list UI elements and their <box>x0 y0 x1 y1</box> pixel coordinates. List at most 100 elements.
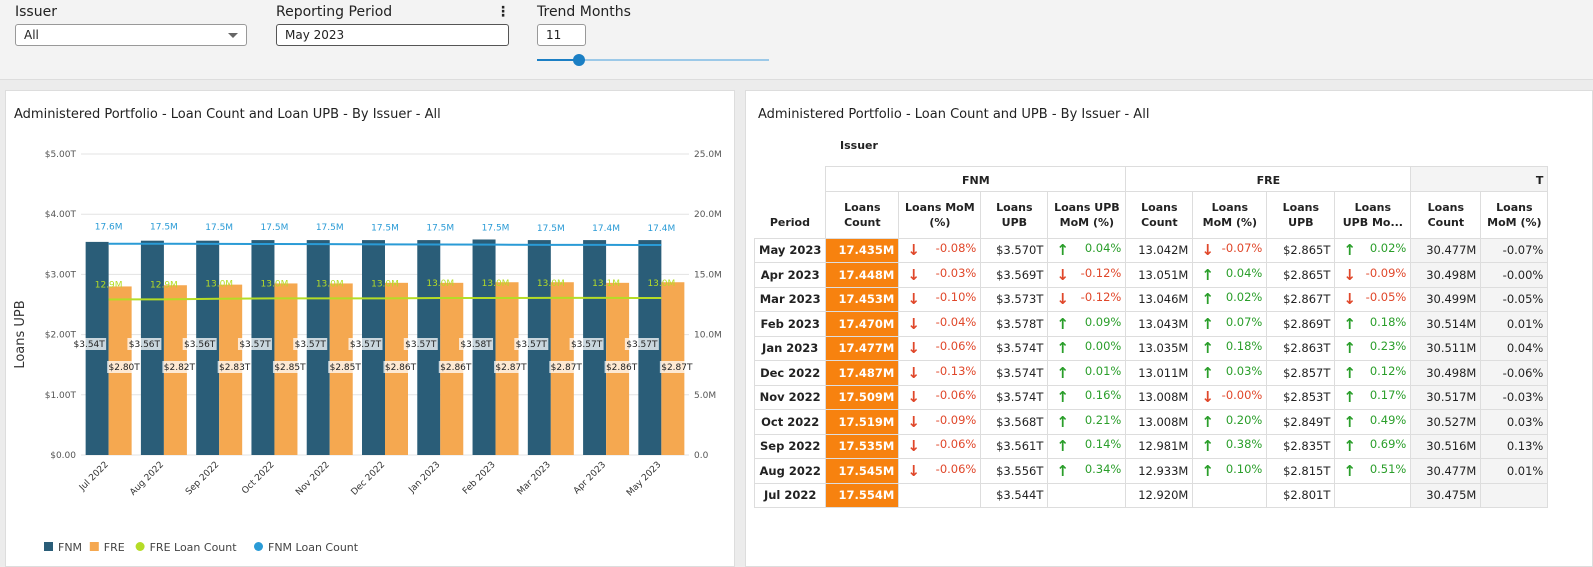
bar-label-bg <box>162 361 197 373</box>
filter-bar: Issuer All Reporting Period ⋮ May 2023 T… <box>0 0 1593 80</box>
value-cell: $3.574T <box>980 360 1049 386</box>
period-input[interactable]: May 2023 <box>276 24 509 46</box>
arrow-up-icon: ↑ <box>1201 363 1214 382</box>
legend-item[interactable]: FRE Loan Count <box>150 541 238 554</box>
period-label: Reporting Period <box>276 4 393 20</box>
column-header[interactable]: Loans Count <box>1125 190 1194 239</box>
line-label: 17.5M <box>371 223 399 233</box>
fnm-count-cell: 17.535M <box>825 433 900 459</box>
y-axis-label: Loans UPB <box>13 300 28 368</box>
value-cell: 30.514M <box>1410 311 1482 337</box>
column-header[interactable]: Loans MoM (%) <box>898 190 982 239</box>
line-label: 17.5M <box>482 224 510 234</box>
line-label: 13.0M <box>426 279 454 289</box>
column-header[interactable]: Loans UPB <box>980 190 1049 239</box>
slider-handle[interactable] <box>573 54 585 66</box>
mom-cell: ↓ -0.09% <box>898 409 982 435</box>
table-title: Administered Portfolio - Loan Count and … <box>758 107 1150 122</box>
fnm-count-cell: 17.519M <box>825 409 900 435</box>
line-fnm-loan-count[interactable] <box>108 242 662 247</box>
mom-cell: ↑ 0.12% <box>1334 360 1412 386</box>
mom-cell: ↑ 0.02% <box>1192 286 1268 312</box>
legend-item[interactable]: FNM <box>58 541 82 554</box>
group-header: T <box>1410 166 1549 192</box>
value-cell: 30.499M <box>1410 286 1482 312</box>
fnm-count-cell: 17.470M <box>825 311 900 337</box>
mom-cell: ↑ 0.17% <box>1334 384 1412 410</box>
value-cell: 13.008M <box>1125 409 1194 435</box>
bar-label-bg <box>237 338 272 350</box>
value-cell: $3.544T <box>980 482 1049 508</box>
arrow-up-icon: ↑ <box>1343 437 1356 456</box>
value-cell: 0.13% <box>1480 433 1549 459</box>
column-header[interactable]: Loans UPB MoM (%) <box>1047 190 1127 239</box>
arrow-up-icon: ↑ <box>1201 314 1214 333</box>
bar-label: $3.57T <box>626 340 658 350</box>
bar-label: $3.57T <box>295 340 327 350</box>
column-header[interactable]: Loans UPB <box>1266 190 1336 239</box>
mom-cell: ↑ 0.09% <box>1047 311 1127 337</box>
x-tick-label: Feb 2023 <box>461 460 498 497</box>
mom-cell: ↓ -0.08% <box>898 237 982 263</box>
mom-cell: ↑ 0.21% <box>1047 409 1127 435</box>
bar-label-bg <box>272 361 307 373</box>
column-header[interactable]: Loans MoM (%) <box>1192 190 1268 239</box>
value-cell: $3.570T <box>980 237 1049 263</box>
fnm-count-cell: 17.453M <box>825 286 900 312</box>
value-cell: 30.517M <box>1410 384 1482 410</box>
period-cell: Jan 2023 <box>753 335 827 361</box>
value-cell: 0.04% <box>1480 335 1549 361</box>
trend-slider[interactable] <box>537 54 769 66</box>
legend-item[interactable]: FRE <box>104 541 125 554</box>
arrow-down-icon: ↓ <box>907 241 920 260</box>
table-row: Jan 2023 17.477M ↓ -0.06% $3.574T ↑ 0.00% 13.03… <box>753 335 1549 361</box>
legend-swatch <box>135 542 145 551</box>
column-header[interactable]: Loans Count <box>1410 190 1482 239</box>
bar-label-bg <box>182 338 217 350</box>
arrow-down-icon: ↓ <box>907 339 920 358</box>
value-cell: 13.051M <box>1125 262 1194 288</box>
value-cell: $2.865T <box>1266 262 1336 288</box>
mom-cell: ↓ -0.12% <box>1047 286 1127 312</box>
mom-cell: ↑ 0.51% <box>1334 458 1412 484</box>
period-cell: Oct 2022 <box>753 409 827 435</box>
mom-cell: ↑ 0.02% <box>1334 237 1412 263</box>
y-tick-label: $1.00T <box>45 391 77 401</box>
arrow-down-icon: ↓ <box>907 314 920 333</box>
y2-tick-label: 20.0M <box>694 210 722 220</box>
line-label: 13.0M <box>261 279 289 289</box>
value-cell <box>898 482 982 508</box>
value-cell: -0.06% <box>1480 360 1549 386</box>
x-tick-label: Aug 2022 <box>128 460 166 498</box>
column-header[interactable]: Loans MoM (%) <box>1480 190 1549 239</box>
arrow-down-icon: ↓ <box>1056 290 1069 309</box>
arrow-up-icon: ↑ <box>1056 363 1069 382</box>
value-cell: 13.011M <box>1125 360 1194 386</box>
value-cell: $2.865T <box>1266 237 1336 263</box>
value-cell: 12.920M <box>1125 482 1194 508</box>
bar-label-bg <box>127 338 162 350</box>
trend-input[interactable]: 11 <box>537 24 586 46</box>
arrow-up-icon: ↑ <box>1056 388 1069 407</box>
arrow-up-icon: ↑ <box>1343 314 1356 333</box>
line-fre-loan-count[interactable] <box>108 296 662 301</box>
arrow-up-icon: ↑ <box>1056 314 1069 333</box>
arrow-up-icon: ↑ <box>1343 241 1356 260</box>
arrow-down-icon: ↓ <box>1201 388 1214 407</box>
value-cell: $3.561T <box>980 433 1049 459</box>
more-options-icon[interactable]: ⋮ <box>496 4 510 20</box>
issuer-dropdown[interactable]: All <box>15 24 247 46</box>
legend-item[interactable]: FNM Loan Count <box>268 541 359 554</box>
value-cell: 30.498M <box>1410 262 1482 288</box>
bar-label-bg <box>624 338 659 350</box>
group-header: FNM <box>825 166 1127 192</box>
x-tick-label: Dec 2022 <box>350 460 388 498</box>
column-header[interactable]: Loans UPB Mo... <box>1334 190 1412 239</box>
value-cell: 30.511M <box>1410 335 1482 361</box>
x-tick-label: Nov 2022 <box>294 460 332 498</box>
mom-cell: ↑ 0.14% <box>1047 433 1127 459</box>
value-cell: 30.477M <box>1410 458 1482 484</box>
column-header[interactable]: Loans Count <box>825 190 900 239</box>
value-cell: $2.849T <box>1266 409 1336 435</box>
y-tick-label: $5.00T <box>45 150 77 160</box>
